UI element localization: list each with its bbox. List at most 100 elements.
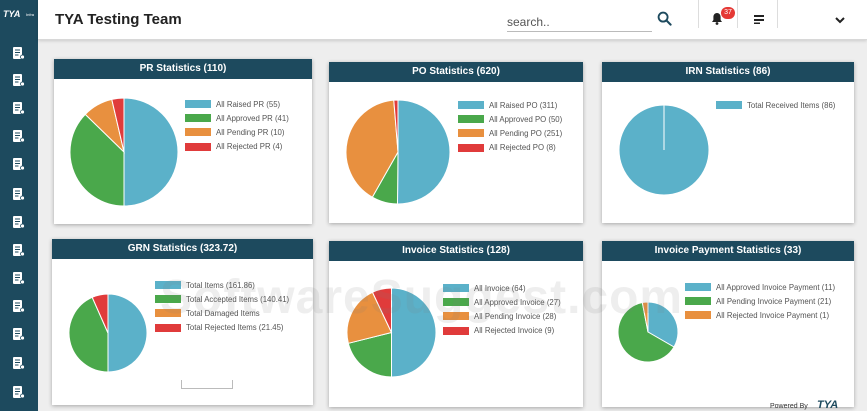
legend-swatch (458, 143, 484, 152)
card-po-statistics: PO Statistics (620) All Raised PO (311) A… (329, 62, 583, 223)
legend-item[interactable]: Total Rejected Items (21.45) (155, 321, 289, 335)
pie-chart (345, 99, 451, 205)
legend-item[interactable]: All Rejected PR (4) (185, 140, 289, 154)
report-icon[interactable] (11, 356, 25, 370)
report-icon[interactable] (11, 46, 25, 60)
legend-item[interactable]: All Approved Invoice Payment (11) (685, 280, 835, 294)
legend-item[interactable]: All Rejected Invoice Payment (1) (685, 308, 835, 322)
legend-label: All Rejected Invoice Payment (1) (716, 310, 830, 320)
card-title: PR Statistics (110) (54, 59, 312, 79)
slice-total-items[interactable] (107, 293, 148, 373)
sidebar: TYA Infra (0, 0, 38, 411)
invoice-icon[interactable] (11, 129, 25, 143)
legend-item[interactable]: All Raised PR (55) (185, 97, 289, 111)
chart-legend: All Approved Invoice Payment (11) All Pen… (685, 280, 835, 323)
slice-all-rejected-invoice[interactable] (371, 287, 392, 333)
slice-all-pending-po[interactable] (345, 99, 399, 198)
document-icon[interactable] (11, 101, 25, 115)
chart-legend: Total Received Items (86) (716, 98, 835, 112)
legend-label: All Pending Invoice Payment (21) (716, 296, 832, 306)
slice-all-pending-invoice-payment[interactable] (617, 301, 675, 363)
chart-toolbar-box (181, 380, 233, 389)
legend-swatch (443, 326, 469, 335)
legend-item[interactable]: All Approved PR (41) (185, 111, 289, 125)
legend-item[interactable]: All Pending PO (251) (458, 126, 562, 140)
card-title: Invoice Statistics (128) (329, 241, 583, 261)
pie-chart (69, 97, 179, 207)
notification-badge: 37 (721, 7, 735, 19)
header-divider (698, 0, 699, 28)
slice-all-rejected-pr[interactable] (111, 97, 125, 153)
legend-swatch (443, 312, 469, 321)
header-divider (777, 0, 778, 28)
legend-item[interactable]: Total Damaged Items (155, 306, 289, 320)
legend-swatch (685, 297, 711, 306)
header-divider (737, 0, 738, 28)
legend-item[interactable]: Total Received Items (86) (716, 98, 835, 112)
legend-swatch (458, 115, 484, 124)
logo-text: TYA (3, 9, 21, 19)
legend-label: All Pending PR (10) (216, 127, 285, 137)
legend-item[interactable]: All Invoice (64) (443, 281, 561, 295)
legend-swatch (155, 281, 181, 290)
slice-all-invoice[interactable] (391, 287, 437, 378)
card-irn-statistics: IRN Statistics (86) Total Received Items… (602, 62, 854, 223)
legend-item[interactable]: Total Accepted Items (140.41) (155, 292, 289, 306)
slice-all-raised-po[interactable] (396, 99, 451, 205)
legend-item[interactable]: All Raised PO (311) (458, 98, 562, 112)
legend-item[interactable]: Total Items (161.86) (155, 278, 289, 292)
chart-legend: All Raised PR (55) All Approved PR (41) Al… (185, 97, 289, 154)
legend-swatch (458, 101, 484, 110)
legend-label: All Pending Invoice (28) (474, 311, 557, 321)
chart-legend: All Raised PO (311) All Approved PO (50) A… (458, 98, 562, 155)
legend-label: All Approved Invoice (27) (474, 297, 561, 307)
legend-label: Total Accepted Items (140.41) (186, 294, 290, 304)
report-icon[interactable] (11, 385, 25, 399)
slice-all-pending-invoice[interactable] (346, 291, 393, 344)
report-icon[interactable] (11, 271, 25, 285)
legend-swatch (155, 295, 181, 304)
chevron-down-icon[interactable] (833, 13, 847, 27)
legend-label: All Raised PR (55) (216, 99, 281, 109)
legend-item[interactable]: All Pending Invoice Payment (21) (685, 294, 835, 308)
legend-item[interactable]: All Pending Invoice (28) (443, 309, 561, 323)
legend-swatch (716, 101, 742, 110)
legend-item[interactable]: All Approved Invoice (27) (443, 295, 561, 309)
legend-swatch (685, 283, 711, 292)
menu-icon[interactable] (753, 12, 765, 24)
legend-swatch (443, 298, 469, 307)
legend-swatch (155, 323, 181, 332)
logo[interactable]: TYA Infra (0, 0, 38, 40)
pie-chart (617, 301, 679, 363)
invoice-icon[interactable] (11, 327, 25, 341)
slice-all-raised-pr[interactable] (123, 97, 179, 207)
slice-all-approved-invoice[interactable] (347, 331, 392, 378)
legend-item[interactable]: All Rejected Invoice (9) (443, 324, 561, 338)
pie-chart (346, 287, 437, 378)
pie-chart (618, 104, 710, 196)
chart-legend: Total Items (161.86) Total Accepted Items… (155, 278, 289, 335)
report-icon[interactable] (11, 157, 25, 171)
settings-flow-icon[interactable] (11, 73, 25, 87)
bell-icon[interactable] (711, 12, 723, 25)
legend-swatch (458, 129, 484, 138)
legend-item[interactable]: All Approved PO (50) (458, 112, 562, 126)
legend-swatch (155, 309, 181, 318)
slice-all-rejected-po[interactable] (393, 99, 399, 153)
invoice-icon[interactable] (11, 299, 25, 313)
slice-all-rejected-invoice-payment[interactable] (641, 301, 649, 333)
legend-label: All Pending PO (251) (489, 128, 563, 138)
legend-label: All Approved PR (41) (216, 113, 289, 123)
document-icon[interactable] (11, 215, 25, 229)
search-input[interactable] (507, 12, 652, 32)
slice-all-approved-pr[interactable] (69, 113, 125, 207)
top-header: TYA Testing Team 37 (38, 0, 867, 40)
document-icon[interactable] (11, 243, 25, 257)
legend-item[interactable]: All Pending PR (10) (185, 125, 289, 139)
legend-item[interactable]: All Rejected PO (8) (458, 141, 562, 155)
search-icon[interactable] (657, 11, 672, 26)
slice-total-rejected-items[interactable] (91, 293, 109, 334)
clipboard-icon[interactable] (11, 187, 25, 201)
slice-total-accepted-items[interactable] (68, 296, 109, 373)
legend-label: All Approved PO (50) (489, 114, 563, 124)
